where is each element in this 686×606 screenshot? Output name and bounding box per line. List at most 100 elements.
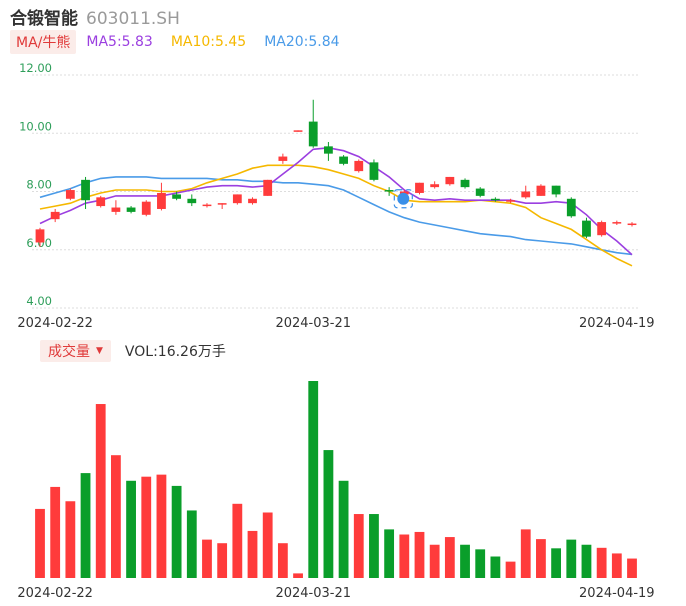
- volume-bar-up: [399, 534, 410, 578]
- ma-indicator-bar: MA/牛熊 MA5:5.83 MA10:5.45 MA20:5.84: [10, 30, 340, 54]
- ma20-value: MA20:5.84: [264, 34, 340, 50]
- price-tick-label: 6.00: [26, 236, 52, 250]
- volume-bar-up: [277, 543, 288, 578]
- volume-bar-down: [171, 485, 182, 578]
- volume-bar-up: [35, 508, 45, 578]
- candle-up: [111, 207, 121, 212]
- volume-bar-up: [444, 537, 455, 578]
- candle-down: [384, 190, 394, 192]
- price-tick-label: 10.00: [19, 119, 52, 133]
- volume-bar-down: [475, 549, 486, 578]
- volume-bar-down: [566, 539, 577, 578]
- candle-up: [50, 211, 60, 220]
- volume-bar-up: [262, 512, 273, 578]
- volume-bar-up: [520, 529, 531, 578]
- volume-bar-down: [384, 529, 395, 578]
- candle-up: [612, 222, 622, 224]
- candle-up: [445, 176, 455, 185]
- candle-up: [141, 201, 151, 215]
- volume-bar-down: [323, 450, 334, 578]
- ma-mode-button[interactable]: MA/牛熊: [10, 30, 77, 54]
- volume-value: VOL:16.26万手: [124, 344, 226, 360]
- volume-bar-up: [293, 573, 303, 578]
- price-tick-label: 12.00: [19, 61, 52, 75]
- event-marker-frame: [393, 189, 413, 209]
- candle-up: [354, 160, 364, 172]
- candle-up: [157, 192, 166, 209]
- candle-down: [551, 185, 561, 195]
- stock-code: 603011.SH: [86, 9, 180, 29]
- volume-bar-down: [551, 548, 562, 578]
- volume-bar-up: [141, 476, 152, 578]
- candle-up: [232, 194, 242, 204]
- event-marker-icon: [397, 192, 410, 205]
- candle-up: [202, 204, 212, 207]
- candle-down: [460, 179, 470, 188]
- volume-bar-up: [414, 531, 425, 578]
- ma10-value: MA10:5.45: [170, 34, 247, 50]
- volume-bar-up: [217, 543, 228, 578]
- candle-up: [263, 179, 273, 196]
- volume-bar-up: [247, 530, 258, 578]
- volume-bar-down: [126, 480, 136, 578]
- volume-bar-up: [627, 558, 637, 578]
- candle-down: [172, 194, 182, 199]
- candle-down: [187, 198, 197, 204]
- volume-bar-up: [353, 514, 364, 578]
- candle-down: [81, 179, 90, 201]
- volume-mode-button[interactable]: 成交量 ▼: [40, 340, 111, 362]
- candle-up: [96, 197, 106, 207]
- caret-down-icon: ▼: [96, 346, 103, 356]
- volume-bar-up: [596, 547, 607, 578]
- candle-up: [506, 200, 515, 202]
- volume-bar-down: [460, 544, 470, 578]
- candle-up: [597, 222, 607, 236]
- candle-up: [217, 203, 227, 205]
- candle-up: [430, 184, 440, 188]
- ma5-line: [39, 146, 633, 256]
- candle-down: [339, 156, 348, 164]
- candle-down: [308, 121, 318, 147]
- volume-bar-up: [505, 561, 516, 578]
- volume-bar-down: [581, 544, 592, 578]
- candle-down: [369, 162, 379, 180]
- volume-bar-up: [50, 486, 61, 578]
- ma5-value: MA5:5.83: [86, 34, 153, 50]
- stock-header: 合锻智能 603011.SH: [10, 4, 180, 29]
- candle-down: [475, 188, 485, 196]
- volume-bar-down: [308, 381, 319, 578]
- candle-down: [126, 207, 136, 212]
- ma20-line: [39, 176, 633, 256]
- volume-bar-up: [536, 539, 546, 578]
- volume-mode-label: 成交量: [48, 344, 90, 360]
- volume-bar-up: [429, 544, 440, 578]
- volume-indicator-bar: 成交量 ▼ VOL:16.26万手: [40, 340, 226, 362]
- date-tick-label: 2024-02-22: [17, 316, 93, 331]
- volume-bar-up: [65, 501, 76, 578]
- volume-date-tick-label: 2024-02-22: [17, 586, 93, 601]
- candle-down: [582, 220, 591, 237]
- volume-bar-down: [369, 514, 379, 578]
- candle-down: [566, 198, 576, 217]
- candle-up: [293, 130, 303, 132]
- volume-bar-up: [202, 539, 212, 578]
- volume-bar-up: [232, 503, 243, 578]
- date-tick-label: 2024-04-19: [579, 316, 655, 331]
- volume-bar-down: [80, 473, 91, 578]
- candle-down: [324, 146, 333, 154]
- candle-up: [248, 198, 257, 204]
- volume-date-tick-label: 2024-03-21: [275, 586, 351, 601]
- volume-bar-up: [95, 404, 106, 578]
- candle-up: [415, 182, 424, 193]
- candle-up: [278, 156, 288, 161]
- candle-up: [65, 190, 75, 199]
- volume-bar-down: [186, 510, 197, 578]
- stock-name: 合锻智能: [10, 9, 78, 29]
- price-tick-label: 8.00: [26, 178, 52, 192]
- candle-up: [536, 185, 546, 196]
- candle-up: [521, 191, 531, 198]
- candle-down: [490, 198, 500, 201]
- candle-up: [35, 229, 45, 243]
- price-tick-label: 4.00: [26, 294, 52, 308]
